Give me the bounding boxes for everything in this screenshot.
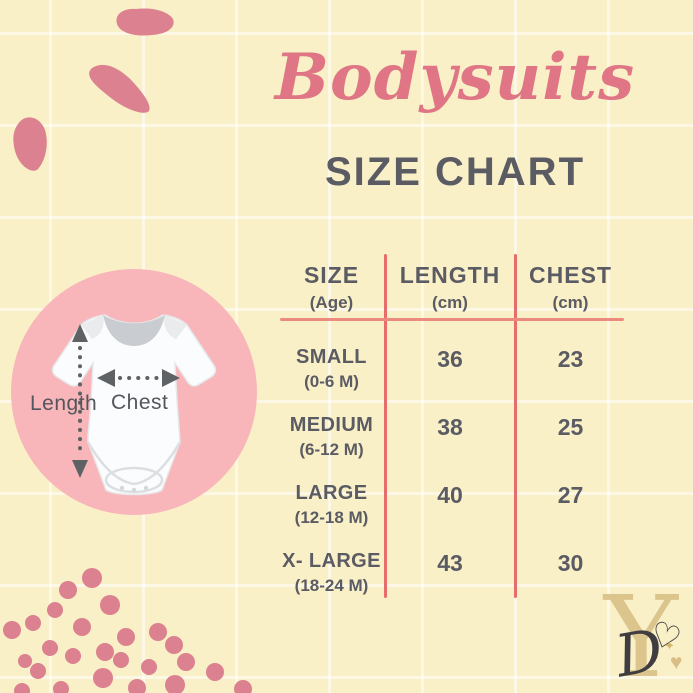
heart-icon: ♥	[670, 651, 683, 674]
brush-stroke-icon	[89, 64, 150, 113]
table-header-underline	[280, 318, 624, 321]
table-row: X- LARGE (18-24 M) 43 30	[278, 524, 626, 595]
column-header-size: SIZE (Age)	[278, 252, 385, 318]
length-value: 40	[437, 482, 463, 508]
age-label: (0-6 M)	[304, 372, 359, 391]
chest-value: 27	[557, 482, 584, 508]
chest-label: Chest	[111, 391, 169, 414]
length-label: Length	[30, 392, 98, 415]
table-row: LARGE (12-18 M) 40 27	[278, 456, 626, 527]
table-header-row: SIZE (Age) LENGTH (cm) CHEST (cm)	[278, 252, 626, 318]
size-label: MEDIUM	[289, 414, 374, 436]
column-header-length: LENGTH (cm)	[385, 252, 515, 318]
length-value: 36	[437, 346, 463, 372]
column-title: LENGTH	[399, 262, 501, 288]
size-label: LARGE	[295, 482, 368, 504]
chest-value: 23	[557, 346, 584, 372]
chest-value: 25	[557, 414, 584, 440]
length-value: 43	[437, 550, 463, 576]
table-divider-vertical	[514, 254, 517, 598]
size-cell: LARGE (12-18 M)	[278, 482, 385, 528]
bodysuit-diagram	[11, 269, 257, 515]
table-row: SMALL (0-6 M) 36 23	[278, 320, 626, 391]
sparkle-icon: ✦	[664, 638, 675, 653]
page-subtitle: SIZE CHART	[325, 150, 585, 194]
logo-monogram: Y	[604, 573, 678, 693]
table-divider-vertical	[384, 254, 387, 598]
brush-strokes-decoration	[13, 8, 174, 171]
polka-dots-decoration	[3, 568, 252, 693]
column-title: SIZE	[303, 262, 360, 288]
age-label: (18-24 M)	[294, 576, 369, 595]
brush-stroke-icon	[116, 8, 174, 36]
column-unit: (cm)	[552, 293, 589, 312]
age-label: (12-18 M)	[294, 508, 369, 527]
chest-value: 30	[557, 550, 584, 576]
size-label: SMALL	[296, 346, 367, 368]
bodysuit-icon	[51, 314, 217, 496]
length-value: 38	[437, 414, 463, 440]
column-unit: (cm)	[432, 293, 468, 312]
brush-stroke-icon	[13, 117, 47, 171]
page-title: Bodysuits	[274, 40, 636, 115]
size-cell: X- LARGE (18-24 M)	[278, 550, 385, 596]
chest-arrow-icon	[97, 369, 180, 387]
column-header-chest: CHEST (cm)	[515, 252, 626, 318]
table-row: MEDIUM (6-12 M) 38 25	[278, 388, 626, 459]
size-table: SIZE (Age) LENGTH (cm) CHEST (cm) SMALL …	[278, 252, 626, 600]
size-cell: MEDIUM (6-12 M)	[278, 414, 385, 460]
age-label: (6-12 M)	[299, 440, 364, 459]
size-label: X- LARGE	[282, 550, 381, 572]
column-title: CHEST	[529, 262, 612, 288]
length-arrow-icon	[72, 324, 88, 478]
size-cell: SMALL (0-6 M)	[278, 346, 385, 392]
column-unit: (Age)	[309, 293, 354, 312]
